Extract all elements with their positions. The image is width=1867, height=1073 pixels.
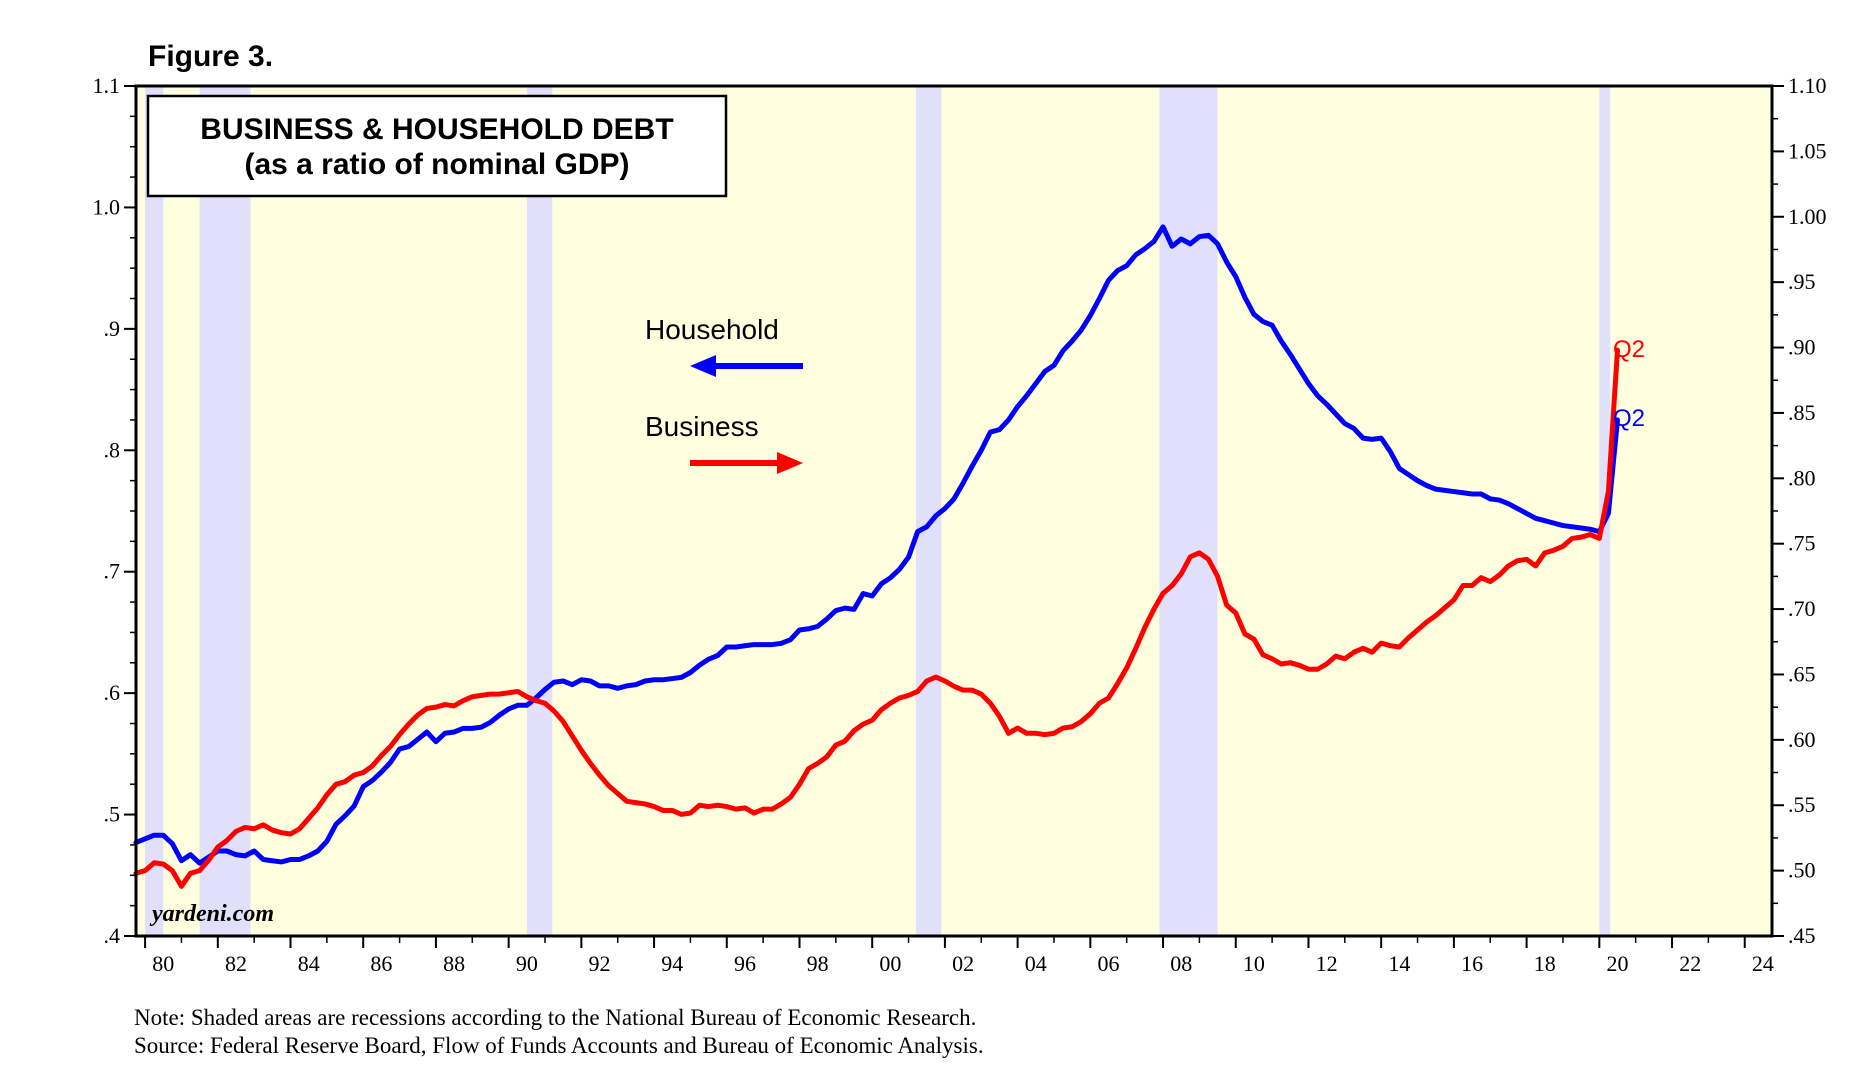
x-tick-label: 86	[370, 951, 392, 976]
x-tick-label: 18	[1534, 951, 1556, 976]
right-tick-label: 1.10	[1788, 73, 1827, 98]
x-tick-label: 10	[1243, 951, 1265, 976]
recession-band	[1159, 86, 1218, 936]
x-tick-label: 00	[879, 951, 901, 976]
right-tick-label: 1.00	[1788, 204, 1827, 229]
left-tick-label: .7	[104, 559, 121, 584]
note-text: Note: Shaded areas are recessions accord…	[134, 1005, 976, 1030]
x-tick-label: 96	[734, 951, 756, 976]
chart-subtitle: (as a ratio of nominal GDP)	[244, 148, 629, 181]
x-tick-label: 16	[1461, 951, 1483, 976]
x-tick-label: 08	[1170, 951, 1192, 976]
right-axis: 1.10 1.05 1.00 .95 .90 .85 .80 .75 .70 .65 .60 .55.…	[1772, 73, 1827, 948]
series-line-business	[133, 347, 1620, 889]
x-tick-label: 94	[661, 951, 683, 976]
left-tick-label: .6	[104, 680, 121, 705]
left-tick-label: .5	[104, 802, 121, 827]
left-tick-label: .8	[104, 437, 121, 462]
left-tick-label: 1.0	[93, 194, 121, 219]
source-text: Source: Federal Reserve Board, Flow of F…	[134, 1033, 984, 1058]
x-tick-label: 24	[1752, 951, 1774, 976]
legend-arrow-household	[690, 355, 803, 377]
right-tick-label: .70	[1788, 596, 1816, 621]
right-tick-label: .95	[1788, 269, 1816, 294]
x-tick-label: 04	[1025, 951, 1047, 976]
recession-bands	[145, 86, 1611, 936]
right-tick-label: .50	[1788, 858, 1816, 883]
left-tick-label: .9	[104, 316, 121, 341]
household-end-label: Q2	[1613, 405, 1645, 432]
x-axis: 80 82 84 86 88 90 92 94 96 98 00 02 04 06 08 10 12 14 16 18…	[144, 936, 1774, 976]
x-tick-label: 84	[298, 951, 320, 976]
right-tick-label: .90	[1788, 335, 1816, 360]
left-axis: 1.1 1.0 .9 .8 .7 .6 .5 .4	[93, 73, 136, 948]
x-tick-label: 02	[952, 951, 974, 976]
legend-label-household: Household	[645, 314, 779, 345]
x-tick-label: 12	[1316, 951, 1338, 976]
plot-background	[136, 86, 1772, 936]
right-tick-label: .80	[1788, 465, 1816, 490]
recession-band	[915, 86, 942, 936]
right-tick-label: .45	[1788, 923, 1816, 948]
left-tick-label: .4	[104, 923, 121, 948]
right-tick-label: .85	[1788, 400, 1816, 425]
x-tick-label: 20	[1606, 951, 1628, 976]
x-tick-label: 06	[1098, 951, 1120, 976]
right-tick-label: .75	[1788, 531, 1816, 556]
business-end-label: Q2	[1613, 336, 1645, 363]
figure-label: Figure 3.	[148, 40, 273, 73]
x-tick-label: 98	[807, 951, 829, 976]
left-tick-label: 1.1	[93, 73, 121, 98]
right-tick-label: 1.05	[1788, 138, 1827, 163]
x-tick-label: 80	[152, 951, 174, 976]
watermark: yardeni.com	[149, 901, 274, 927]
right-tick-label: .55	[1788, 792, 1816, 817]
legend-arrow-business	[690, 452, 803, 474]
x-tick-label: 22	[1679, 951, 1701, 976]
x-tick-label: 92	[589, 951, 611, 976]
recession-band	[199, 86, 251, 936]
x-tick-label: 88	[443, 951, 465, 976]
right-tick-label: .65	[1788, 661, 1816, 686]
right-tick-label: .60	[1788, 727, 1816, 752]
series-layer	[133, 224, 1620, 889]
x-tick-label: 14	[1388, 951, 1410, 976]
x-tick-label: 82	[225, 951, 247, 976]
x-tick-label: 90	[516, 951, 538, 976]
legend: Household Business	[645, 314, 803, 474]
chart-title: BUSINESS & HOUSEHOLD DEBT	[200, 113, 673, 146]
title-box: BUSINESS & HOUSEHOLD DEBT (as a ratio of…	[146, 94, 728, 198]
legend-label-business: Business	[645, 411, 759, 442]
series-line-household	[133, 224, 1620, 866]
recession-band	[526, 86, 553, 936]
recession-band	[145, 86, 164, 936]
